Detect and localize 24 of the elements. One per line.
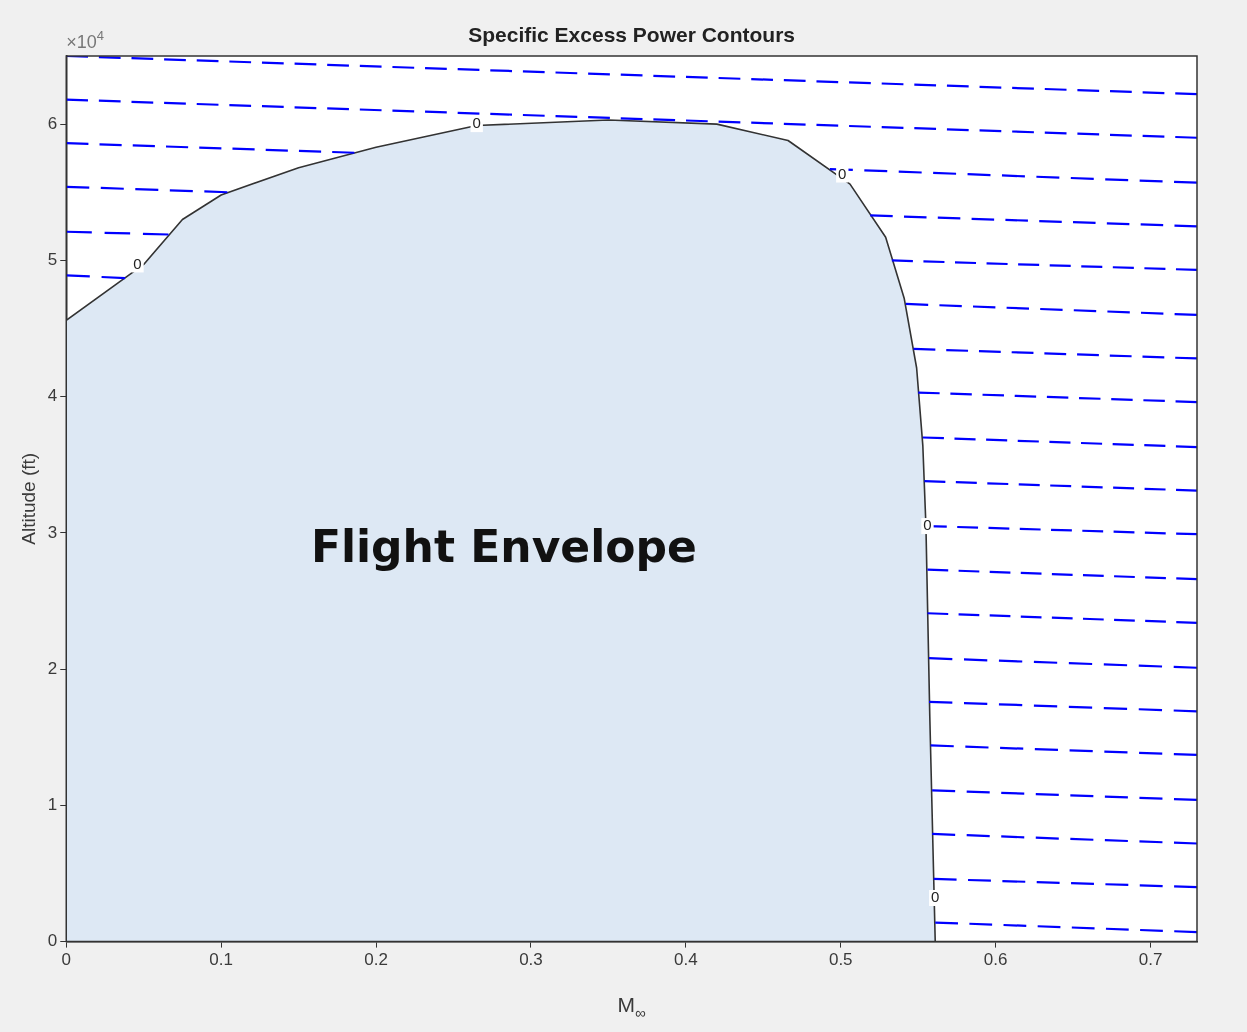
y-tick-label: 2 xyxy=(47,658,58,678)
x-tick-label: 0.2 xyxy=(364,950,388,970)
y-tick-label: 0 xyxy=(47,931,58,951)
x-tick-label: 0.3 xyxy=(519,950,543,970)
x-tick-label: 0.1 xyxy=(209,950,233,970)
y-tick-label: 4 xyxy=(47,386,58,406)
x-tick-label: 0.5 xyxy=(828,950,853,970)
annotation: 0 xyxy=(923,516,932,534)
y-tick-label: 6 xyxy=(47,113,58,133)
annotation: Flight Envelope xyxy=(310,520,697,572)
x-tick-label: 0.4 xyxy=(674,950,698,970)
x-axis-title: M∞ xyxy=(617,992,647,1021)
x-tick-label: 0.6 xyxy=(983,950,1008,970)
y-tick-label: 5 xyxy=(47,250,58,270)
annotation: 0 xyxy=(133,254,142,272)
y-tick-label: 1 xyxy=(47,795,58,815)
annotation: 0 xyxy=(472,114,481,132)
y-tick-label: 3 xyxy=(47,522,58,542)
y-axis-title: Altitude (ft) xyxy=(17,452,39,545)
chart-title: Specific Excess Power Contours xyxy=(468,23,796,46)
annotation: 0 xyxy=(838,164,847,182)
x-tick-label: 0.7 xyxy=(1138,950,1163,970)
annotation: 0 xyxy=(931,888,940,906)
x-tick-label: 0 xyxy=(61,950,71,970)
